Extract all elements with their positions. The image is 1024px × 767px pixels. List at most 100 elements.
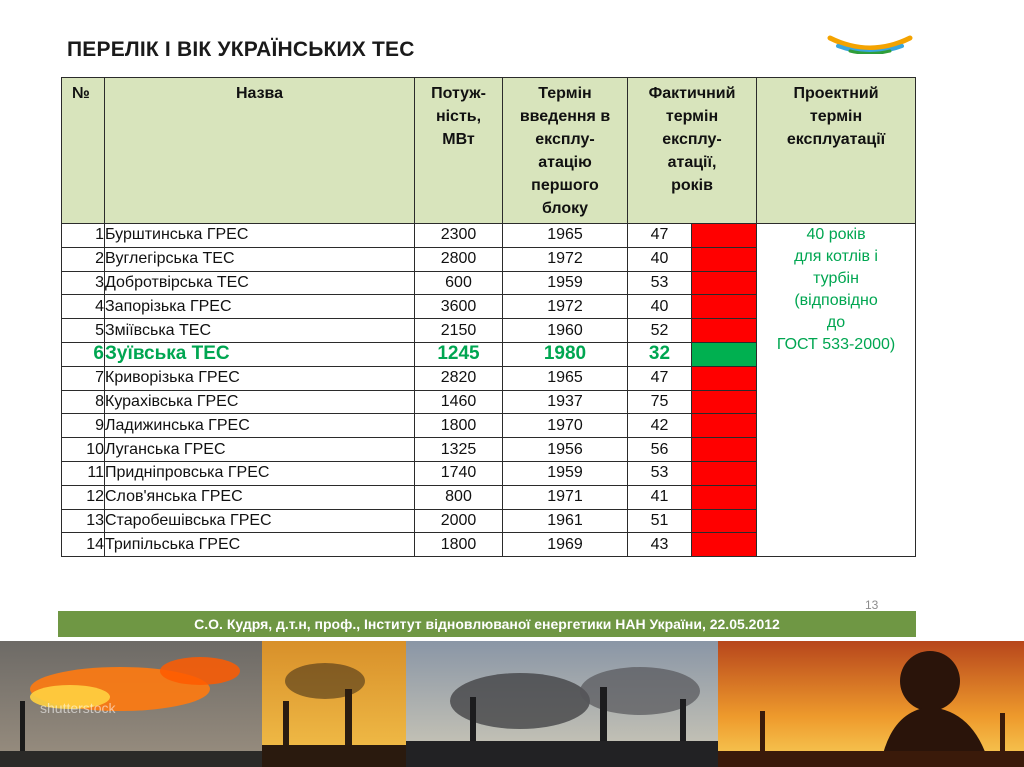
footer-text: С.О. Кудря, д.т.н, проф., Інститут відно… [194,616,780,632]
row-year: 1959 [502,460,628,486]
status-cell [690,413,758,439]
row-year: 1980 [502,341,628,367]
row-name: Придніпровська ГРЕС [104,460,415,486]
table-row: 4 Запорізька ГРЕС 3600 1972 40 [61,294,916,320]
table-row: 11 Придніпровська ГРЕС 1740 1959 53 [61,460,916,486]
status-cell [690,437,758,462]
status-cell [690,246,758,272]
smokestack-photo [262,641,406,767]
row-num: 4 [61,294,105,320]
table-row: 10 Луганська ГРЕС 1325 1956 56 [61,437,916,462]
row-year: 1960 [502,318,628,343]
row-year: 1972 [502,246,628,272]
table-header-row: № Назва Потуж-ність, МВт Термін введення в… [61,77,917,224]
row-year: 1959 [502,270,628,296]
table-row: 9 Ладижинська ГРЕС 1800 1970 42 [61,413,916,439]
table-row: 2 Вуглегірська ТЕС 2800 1972 40 [61,246,916,272]
logo-icon [827,35,913,54]
row-power: 1245 [414,341,503,367]
row-power: 1460 [414,389,503,415]
row-name: Криворізька ГРЕС [104,365,415,391]
row-power: 2150 [414,318,503,343]
status-cell [690,270,758,296]
row-power: 1800 [414,413,503,439]
design-term-note: 40 років для котлів і турбін (відповідно до Г… [756,222,917,558]
status-cell [690,318,758,343]
row-num: 11 [61,460,105,486]
status-cell [690,460,758,486]
footer-bar: С.О. Кудря, д.т.н, проф., Інститут відно… [58,611,916,637]
row-num: 7 [61,365,105,391]
status-cell [690,484,758,510]
header-power: Потуж-ність, МВт [414,77,503,224]
row-name: Зуївська ТЕС [104,341,415,367]
table-row: 14 Трипільська ГРЕС 1800 1969 43 [61,532,916,558]
row-year: 1970 [502,413,628,439]
row-age: 40 [627,294,692,320]
row-year: 1965 [502,365,628,391]
row-power: 1740 [414,460,503,486]
row-age: 40 [627,246,692,272]
status-cell [690,294,758,320]
gas-flare-photo: shutterstock [0,641,262,767]
row-num: 12 [61,484,105,510]
row-age: 56 [627,437,692,462]
row-num: 14 [61,532,105,558]
row-name: Бурштинська ГРЕС [104,223,415,248]
row-num: 9 [61,413,105,439]
industrial-skyline-photo [406,641,718,767]
row-name: Добротвірська ТЕС [104,270,415,296]
status-cell [690,389,758,415]
row-year: 1937 [502,389,628,415]
table-row: 6 Зуївська ТЕС 1245 1980 32 [61,341,916,367]
row-age: 52 [627,318,692,343]
header-design: Проектний термін експлуатації [756,77,917,224]
row-num: 5 [61,318,105,343]
row-name: Слов'янська ГРЕС [104,484,415,510]
row-name: Вуглегірська ТЕС [104,246,415,272]
row-age: 51 [627,508,692,534]
row-age: 43 [627,532,692,558]
header-num: № [61,77,105,224]
table-row: 13 Старобешівська ГРЕС 2000 1961 51 [61,508,916,534]
row-power: 800 [414,484,503,510]
row-power: 1800 [414,532,503,558]
row-num: 2 [61,246,105,272]
row-num: 3 [61,270,105,296]
table-row: 3 Добротвірська ТЕС 600 1959 53 [61,270,916,296]
row-power: 2300 [414,223,503,248]
table-row: 7 Криворізька ГРЕС 2820 1965 47 [61,365,916,391]
header-name: Назва [104,77,415,224]
status-cell [690,508,758,534]
row-power: 2820 [414,365,503,391]
row-power: 600 [414,270,503,296]
row-age: 53 [627,270,692,296]
row-name: Луганська ГРЕС [104,437,415,462]
worker-silhouette-photo [718,641,1024,767]
row-name: Ладижинська ГРЕС [104,413,415,439]
status-cell [690,532,758,558]
row-year: 1965 [502,223,628,248]
page-title: ПЕРЕЛІК І ВІК УКРАЇНСЬКИХ ТЕС [67,38,415,61]
table-row: 1 Бурштинська ГРЕС 2300 1965 47 40 років для к… [61,222,917,558]
row-age: 41 [627,484,692,510]
tes-table: № Назва Потуж-ність, МВт Термін введення в… [61,77,917,558]
table-body: 1 Бурштинська ГРЕС 2300 1965 47 40 років для к… [61,222,917,558]
row-age: 32 [627,341,692,367]
row-year: 1971 [502,484,628,510]
status-cell [690,223,758,248]
row-age: 53 [627,460,692,486]
row-year: 1969 [502,532,628,558]
status-cell [690,365,758,391]
photo-strip: shutterstock [0,641,1024,767]
row-num: 13 [61,508,105,534]
row-power: 1325 [414,437,503,462]
header-actual: Фактичний термін експлу-атації, років [626,77,758,224]
row-num: 6 [61,341,105,367]
row-name: Курахівська ГРЕС [104,389,415,415]
row-num: 8 [61,389,105,415]
row-power: 2800 [414,246,503,272]
row-num: 1 [61,223,105,248]
row-num: 10 [61,437,105,462]
row-age: 47 [627,223,692,248]
